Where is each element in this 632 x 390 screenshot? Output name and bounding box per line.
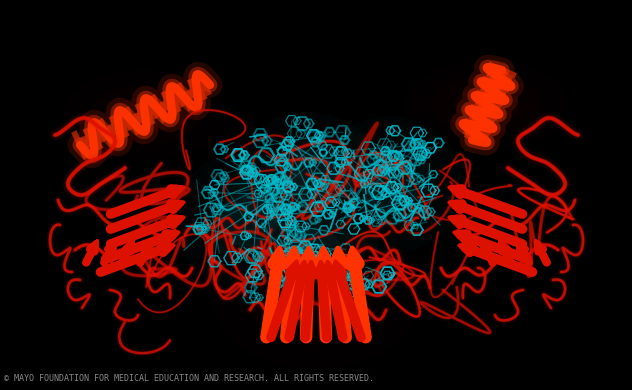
Ellipse shape <box>360 158 420 213</box>
Ellipse shape <box>291 228 341 268</box>
Ellipse shape <box>279 150 337 200</box>
Text: © MAYO FOUNDATION FOR MEDICAL EDUCATION AND RESEARCH. ALL RIGHTS RESERVED.: © MAYO FOUNDATION FOR MEDICAL EDUCATION … <box>4 374 374 383</box>
Ellipse shape <box>218 193 278 248</box>
